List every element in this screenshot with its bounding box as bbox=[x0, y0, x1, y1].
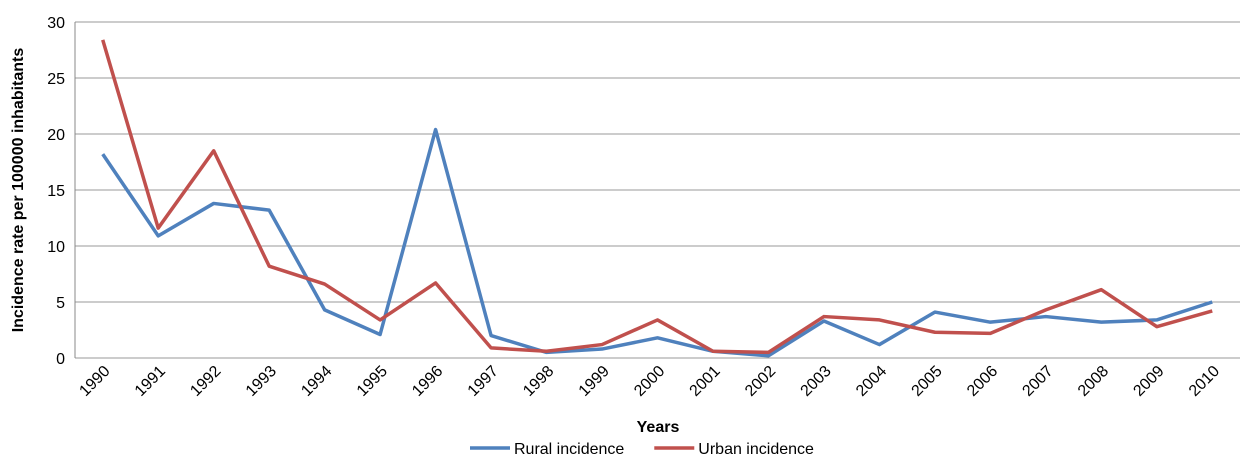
data-line bbox=[101, 39, 1213, 355]
y-tick-label: 30 bbox=[47, 15, 65, 32]
x-tick-label: 1993 bbox=[243, 363, 280, 400]
y-tick-label: 0 bbox=[56, 351, 65, 368]
y-tick-label: 10 bbox=[47, 239, 65, 256]
x-tick-label: 2000 bbox=[631, 363, 668, 400]
x-tick-label: 1990 bbox=[76, 363, 113, 400]
x-tick-label: 1999 bbox=[576, 363, 613, 400]
x-tick-label: 2010 bbox=[1186, 363, 1223, 400]
x-tick-label: 2006 bbox=[964, 363, 1001, 400]
x-tick-label: 1996 bbox=[409, 363, 446, 400]
x-tick-label: 1991 bbox=[132, 363, 169, 400]
legend-label: Rural incidence bbox=[514, 441, 624, 458]
x-tick-label: 2002 bbox=[742, 363, 779, 400]
x-axis-title: Years bbox=[637, 419, 680, 436]
x-tick-label: 2008 bbox=[1075, 363, 1112, 400]
x-tick-label: 1992 bbox=[187, 363, 224, 400]
x-tick-label: 1997 bbox=[465, 363, 502, 400]
legend-label: Urban incidence bbox=[698, 441, 814, 458]
y-tick-label: 15 bbox=[47, 183, 65, 200]
x-tick-label: 2005 bbox=[909, 363, 946, 400]
x-tick-label: 2009 bbox=[1130, 363, 1167, 400]
x-tick-label: 2003 bbox=[798, 363, 835, 400]
y-axis-title: Incidence rate per 100000 inhabitants bbox=[10, 48, 27, 333]
x-tick-label: 1995 bbox=[354, 363, 391, 400]
x-tick-label: 1998 bbox=[520, 363, 557, 400]
y-tick-label: 5 bbox=[56, 295, 65, 312]
x-tick-label: 2001 bbox=[687, 363, 724, 400]
x-tick-label: 1994 bbox=[298, 363, 335, 400]
y-tick-label: 25 bbox=[47, 71, 65, 88]
x-tick-label: 2007 bbox=[1019, 363, 1056, 400]
y-tick-label: 20 bbox=[47, 127, 65, 144]
x-tick-label: 2004 bbox=[853, 363, 890, 400]
